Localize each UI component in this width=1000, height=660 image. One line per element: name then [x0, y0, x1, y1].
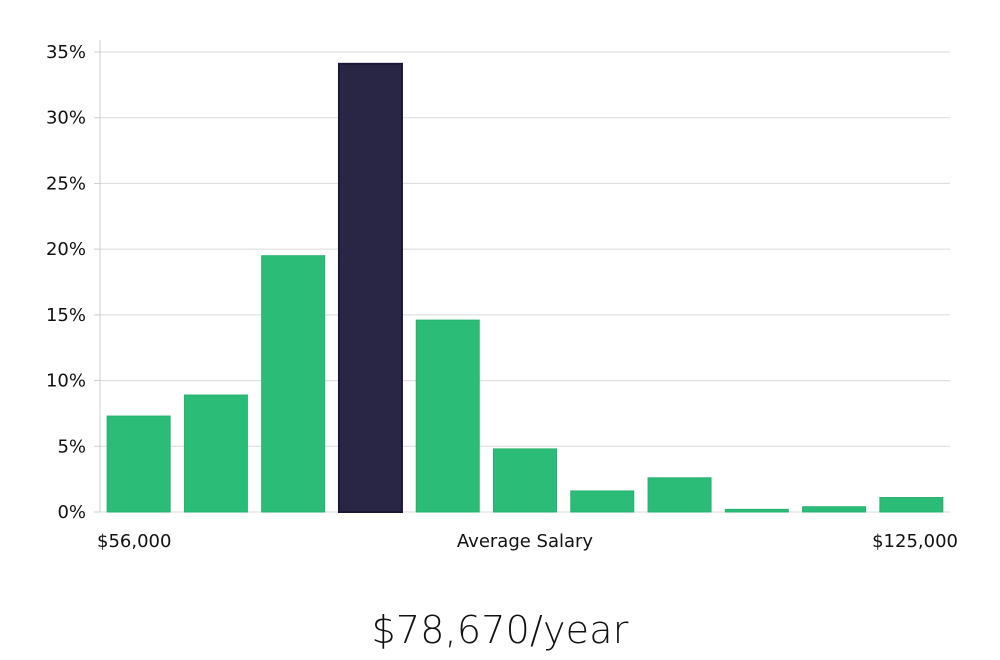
- y-tick-label: 15%: [46, 305, 86, 326]
- bar: [802, 506, 867, 513]
- bar-highlighted: [337, 62, 403, 514]
- bar: [183, 394, 248, 513]
- x-axis-title: Average Salary: [457, 531, 594, 552]
- bar: [261, 255, 326, 513]
- x-max-label: $125,000: [872, 531, 958, 552]
- y-tick-label: 20%: [46, 239, 86, 260]
- average-salary-value: $78,670/year: [371, 608, 629, 652]
- bars: [106, 62, 944, 514]
- y-tick-label: 5%: [57, 436, 86, 457]
- y-tick-label: 25%: [46, 173, 86, 194]
- x-min-label: $56,000: [97, 531, 171, 552]
- y-axis-ticks: 0% 5% 10% 15% 20% 25% 30% 35%: [46, 42, 100, 523]
- y-tick-label: 0%: [57, 502, 86, 523]
- bar: [879, 497, 944, 513]
- y-tick-label: 30%: [46, 108, 86, 129]
- bar: [415, 319, 480, 513]
- bar: [570, 490, 635, 513]
- bar: [647, 477, 712, 513]
- y-tick-label: 35%: [46, 42, 86, 63]
- salary-histogram-chart: 0% 5% 10% 15% 20% 25% 30% 35% $56,000 Average S…: [46, 40, 958, 552]
- grid-lines: [100, 51, 950, 447]
- y-tick-label: 10%: [46, 371, 86, 392]
- bar: [724, 508, 789, 513]
- bar: [106, 415, 171, 513]
- bar: [493, 448, 557, 513]
